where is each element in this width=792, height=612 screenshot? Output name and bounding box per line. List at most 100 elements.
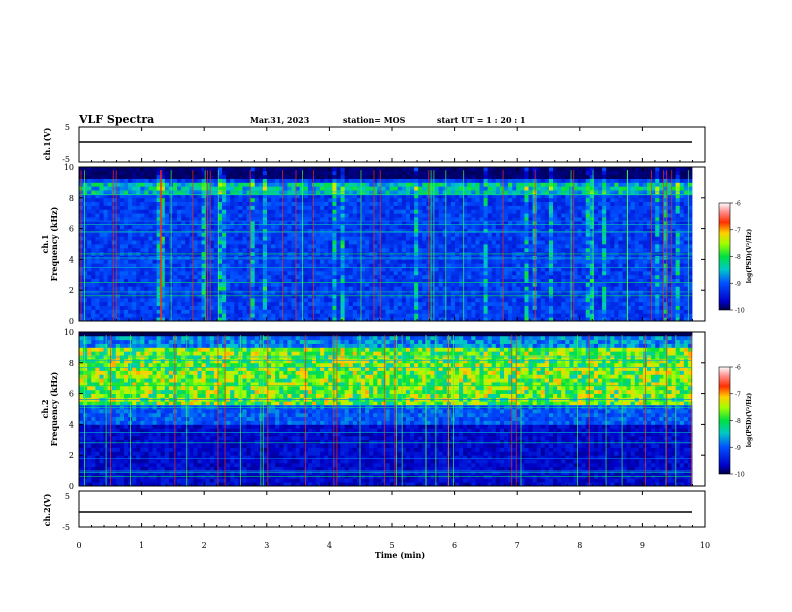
spectrogram-cell xyxy=(479,240,484,245)
spectrogram-cell xyxy=(536,174,542,179)
spectrogram-cell xyxy=(405,186,411,191)
spectrogram-cell xyxy=(369,182,374,187)
spectrogram-cell xyxy=(581,232,587,237)
spectrogram-cell xyxy=(487,263,493,268)
spectrogram-cell xyxy=(83,274,88,280)
spectrogram-cell xyxy=(479,174,484,179)
spectrogram-cell xyxy=(577,205,583,210)
spectrogram-cell xyxy=(356,236,362,241)
spectrogram-cell xyxy=(107,297,113,303)
spectrogram-cell xyxy=(299,267,305,272)
spectrogram-cell xyxy=(307,205,313,210)
spectrogram-cell xyxy=(422,193,427,199)
spectrogram-cell xyxy=(107,205,113,210)
spectrogram-cell xyxy=(442,193,448,199)
spectrogram-cell xyxy=(504,305,509,310)
spectrogram-cell xyxy=(479,274,484,280)
spectrogram-cell xyxy=(446,317,452,322)
spectrogram-cell xyxy=(213,278,219,283)
spectrogram-cell xyxy=(405,240,411,245)
spectrogram-cell xyxy=(328,232,333,237)
spectrogram-cell xyxy=(144,267,149,272)
spectrogram-cell xyxy=(565,240,570,245)
spectrogram-cell xyxy=(189,294,194,299)
spectrogram-cell xyxy=(336,244,341,249)
spectrogram-cell xyxy=(99,244,104,249)
spectrogram-cell xyxy=(119,278,125,283)
spectrogram-cell xyxy=(144,201,149,206)
spectrogram-cell xyxy=(91,309,96,314)
ch1-waveform-ylabel: ch.1(V) xyxy=(42,127,52,160)
spectrogram-cell xyxy=(275,182,280,187)
spectrogram-cell xyxy=(299,178,305,183)
spectrogram-cell xyxy=(561,267,566,272)
spectrogram-cell xyxy=(271,309,276,314)
spectrogram-cell xyxy=(446,263,452,268)
spectrogram-cell xyxy=(499,305,505,310)
spectrogram-cell xyxy=(119,205,125,210)
spectrogram-cell xyxy=(295,317,301,322)
spectrogram-cell xyxy=(246,213,252,218)
spectrogram-cell xyxy=(185,217,190,222)
spectrogram-cell xyxy=(246,247,252,253)
spectrogram-cell xyxy=(438,167,444,172)
spectrogram-cell xyxy=(467,193,472,199)
spectrogram-cell xyxy=(381,201,386,206)
spectrogram-cell xyxy=(463,313,468,318)
spectrogram-cell xyxy=(320,294,325,299)
spectrogram-cell xyxy=(414,224,419,229)
spectrogram-cell xyxy=(324,201,329,206)
spectrogram-cell xyxy=(254,209,260,214)
spectrogram-cell xyxy=(528,213,534,218)
spectrogram-cell xyxy=(434,263,440,268)
spectrogram-cell xyxy=(303,232,309,237)
spectrogram-cell xyxy=(418,167,423,172)
spectrogram-cell xyxy=(262,240,268,245)
spectrogram-cell xyxy=(205,267,211,272)
spectrogram-cell xyxy=(185,244,190,249)
spectrogram-cell xyxy=(381,309,386,314)
spectrogram-cell xyxy=(495,263,501,268)
spectrogram-cell xyxy=(250,197,256,203)
spectrogram-cell xyxy=(577,282,583,287)
spectrogram-cell xyxy=(369,170,374,176)
spectrogram-cell xyxy=(250,209,256,214)
spectrogram-cell xyxy=(454,282,460,287)
spectrogram-cell xyxy=(320,236,325,241)
spectrogram-cell xyxy=(365,217,370,222)
spectrogram-cell xyxy=(471,228,476,233)
spectrogram-cell xyxy=(410,259,415,264)
spectrogram-cell xyxy=(405,193,411,199)
spectrogram-cell xyxy=(479,201,484,206)
spectrogram-cell xyxy=(128,232,133,237)
spectrogram-cell xyxy=(303,228,309,233)
spectrogram-cell xyxy=(577,309,583,314)
spectrogram-cell xyxy=(548,270,554,276)
spectrogram-cell xyxy=(303,236,309,241)
spectrogram-cell xyxy=(540,270,546,276)
spectrogram-cell xyxy=(193,297,198,303)
spectrogram-cell xyxy=(262,297,268,303)
spectrogram-cell xyxy=(422,309,427,314)
spectrogram-cell xyxy=(128,267,133,272)
spectrogram-cell xyxy=(95,294,100,299)
spectrogram-cell xyxy=(193,259,198,264)
spectrogram-cell xyxy=(226,232,231,237)
spectrogram-cell xyxy=(397,263,403,268)
spectrogram-cell xyxy=(508,267,513,272)
spectrogram-cell xyxy=(344,294,350,299)
spectrogram-cell xyxy=(585,267,591,272)
spectrogram-cell xyxy=(434,259,440,264)
spectrogram-cell xyxy=(132,167,137,172)
spectrogram-cell xyxy=(91,220,96,226)
spectrogram-cell xyxy=(197,167,202,172)
spectrogram-cell xyxy=(128,317,133,322)
spectrogram-cell xyxy=(328,305,333,310)
spectrogram-cell xyxy=(222,167,227,172)
spectrogram-cell xyxy=(516,301,521,306)
spectrogram-cell xyxy=(520,228,525,233)
spectrogram-cell xyxy=(87,309,92,314)
spectrogram-cell xyxy=(524,220,529,226)
spectrogram-cell xyxy=(115,278,121,283)
spectrogram-cell xyxy=(148,193,153,199)
